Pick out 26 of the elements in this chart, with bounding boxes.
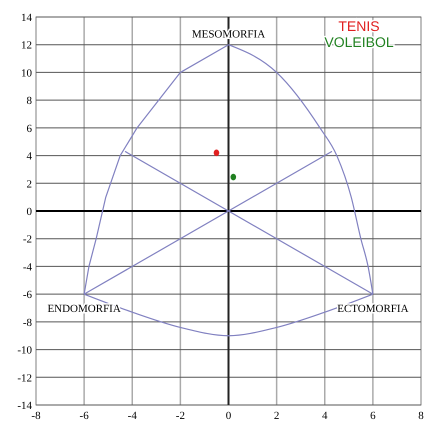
annotation: ENDOMORFIA bbox=[47, 303, 121, 316]
y-tick-label: 8 bbox=[26, 95, 32, 108]
y-tick-label: -10 bbox=[17, 344, 32, 357]
y-tick-label: -6 bbox=[22, 289, 32, 302]
y-tick-label: 12 bbox=[21, 40, 32, 52]
x-tick-label: -6 bbox=[80, 410, 90, 422]
y-tick-label: -8 bbox=[22, 316, 32, 329]
annotation: ECTOMORFIA bbox=[337, 303, 409, 316]
y-tick-label: -12 bbox=[17, 372, 32, 384]
y-tick-label: 0 bbox=[26, 206, 32, 218]
x-tick-label: 2 bbox=[274, 410, 280, 422]
y-tick-label: -2 bbox=[22, 234, 32, 246]
text: TENIS bbox=[338, 18, 380, 34]
y-tick-label: -4 bbox=[22, 261, 32, 274]
x-tick-label: -2 bbox=[176, 410, 185, 422]
y-tick-label: 14 bbox=[21, 12, 32, 24]
x-tick-label: 0 bbox=[226, 410, 232, 422]
x-tick-label: 6 bbox=[370, 410, 376, 422]
y-tick-label: 2 bbox=[26, 178, 32, 190]
x-tick-label: 4 bbox=[322, 410, 328, 422]
x-tick-label: -4 bbox=[128, 410, 138, 422]
x-tick-label: 8 bbox=[418, 410, 424, 422]
y-tick-label: -14 bbox=[17, 400, 32, 412]
y-tick-label: 6 bbox=[26, 122, 32, 135]
y-tick-label: 10 bbox=[21, 67, 32, 80]
y-tick-label: 4 bbox=[26, 150, 32, 163]
